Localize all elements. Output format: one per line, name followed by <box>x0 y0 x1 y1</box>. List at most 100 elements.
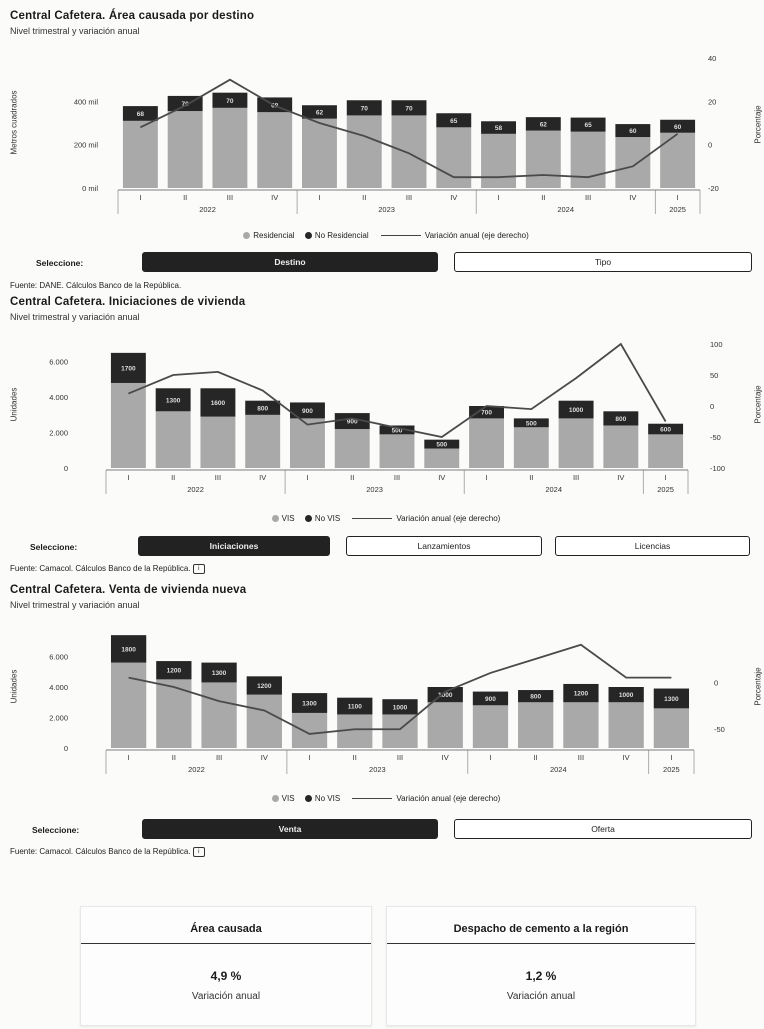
bar-vis <box>201 682 237 748</box>
selector-button-iniciaciones[interactable]: Iniciaciones <box>138 536 330 556</box>
selector-button-tipo[interactable]: Tipo <box>454 252 752 272</box>
bar-residencial <box>391 115 427 188</box>
legend-label-line: Variación anual (eje derecho) <box>396 794 501 803</box>
x-tick-label: II <box>171 473 175 482</box>
x-tick-label: III <box>397 753 403 762</box>
bar-vis <box>648 434 684 468</box>
legend-label-vis: VIS <box>281 514 295 523</box>
kpi-divider <box>387 943 695 944</box>
bar-vis <box>110 382 146 468</box>
bar-residencial <box>525 130 561 188</box>
y-tick-left: 6.000 <box>49 358 68 367</box>
kpi-title: Área causada <box>190 923 262 935</box>
selector-button-lanzamientos[interactable]: Lanzamientos <box>346 536 542 556</box>
bar-residencial <box>615 137 651 188</box>
bar-no-residencial <box>346 100 382 116</box>
bar-no-residencial <box>212 92 248 108</box>
bar-vis <box>379 434 415 468</box>
bar-data-label: 500 <box>436 442 447 449</box>
legend-label-no-residencial: No Residencial <box>314 231 369 240</box>
source-text: Fuente: Camacol. Cálculos Banco de la Re… <box>10 564 191 574</box>
x-tick-label: IV <box>259 473 266 482</box>
x-tick-label: I <box>489 753 491 762</box>
bar-no-residencial <box>660 119 696 133</box>
bar-data-label: 1200 <box>574 691 589 698</box>
bar-no-vis <box>608 687 644 703</box>
y-tick-right: -50 <box>714 725 725 734</box>
bar-vis <box>427 702 463 748</box>
bar-data-label: 1100 <box>348 704 362 711</box>
bar-no-vis <box>472 691 509 706</box>
chart-legend: VIS No VIS Variación anual (eje derecho) <box>0 794 764 803</box>
x-year-label: 2024 <box>550 765 567 774</box>
bar-vis <box>155 411 191 468</box>
x-tick-label: II <box>350 473 354 482</box>
bar-no-residencial <box>615 124 651 138</box>
x-tick-label: IV <box>623 753 630 762</box>
x-tick-label: II <box>541 193 545 202</box>
x-tick-label: I <box>665 473 667 482</box>
y-tick-left: 4.000 <box>49 393 68 402</box>
y-tick-right: -100 <box>710 464 725 473</box>
x-tick-label: I <box>139 193 141 202</box>
legend-swatch-no-residencial <box>304 232 312 240</box>
y-tick-left: 0 <box>64 744 68 753</box>
bar-data-label: 60 <box>629 128 637 135</box>
info-icon[interactable]: i <box>192 847 205 857</box>
bar-residencial <box>212 107 248 188</box>
x-tick-label: I <box>485 473 487 482</box>
legend-label-no-vis: No VIS <box>314 514 341 523</box>
selector-row: Seleccione: Destino Tipo <box>0 252 764 276</box>
bar-data-label: 1300 <box>212 670 227 677</box>
bar-data-label: 1000 <box>393 704 408 711</box>
x-tick-label: II <box>353 753 357 762</box>
legend-swatch-residencial <box>243 232 251 240</box>
y-tick-right: 50 <box>710 371 718 380</box>
bar-vis <box>334 429 370 468</box>
selector-button-licencias[interactable]: Licencias <box>555 536 750 556</box>
y-tick-left: 0 mil <box>82 184 98 193</box>
chart-subtitle: Nivel trimestral y variación anual <box>10 26 140 36</box>
bar-no-vis <box>653 688 690 709</box>
y-tick-right: 0 <box>714 678 718 687</box>
y-tick-right: 40 <box>708 54 716 63</box>
bar-data-label: 1600 <box>211 400 226 407</box>
bar-vis <box>608 702 644 748</box>
bar-no-vis <box>200 388 236 417</box>
bar-no-residencial <box>481 121 516 134</box>
y-tick-left: 4.000 <box>49 683 68 692</box>
bar-no-vis <box>290 402 325 419</box>
x-tick-label: III <box>227 193 233 202</box>
x-tick-label: III <box>585 193 591 202</box>
legend-label-vis: VIS <box>281 794 295 803</box>
selector-row: Seleccione: Iniciaciones Lanzamientos Li… <box>0 536 764 560</box>
bar-no-vis <box>334 413 370 430</box>
bar-data-label: 62 <box>540 121 548 128</box>
x-tick-label: II <box>362 193 366 202</box>
bar-vis <box>290 418 325 468</box>
selector-label: Seleccione: <box>30 542 78 552</box>
chart-legend: VIS No VIS Variación anual (eje derecho) <box>0 514 764 523</box>
y-tick-right: 0 <box>708 141 712 150</box>
bar-residencial <box>346 115 382 188</box>
x-year-label: 2025 <box>663 765 680 774</box>
bar-data-label: 1800 <box>121 646 136 653</box>
selector-button-destino[interactable]: Destino <box>142 252 438 272</box>
bar-no-residencial <box>436 113 472 128</box>
legend-swatch-no-vis <box>304 795 312 803</box>
bar-vis <box>200 416 236 468</box>
selector-button-venta[interactable]: Venta <box>142 819 438 839</box>
info-icon[interactable]: i <box>192 564 205 574</box>
kpi-divider <box>81 943 371 944</box>
bar-vis <box>245 414 281 468</box>
bar-vis <box>472 705 509 748</box>
y-tick-right: 100 <box>710 340 723 349</box>
bar-data-label: 70 <box>405 105 413 112</box>
x-tick-label: I <box>306 473 308 482</box>
selector-button-oferta[interactable]: Oferta <box>454 819 752 839</box>
bar-vis <box>563 702 599 748</box>
x-year-label: 2025 <box>657 485 674 494</box>
x-tick-label: I <box>308 753 310 762</box>
bar-data-label: 1000 <box>619 692 634 699</box>
x-tick-label: IV <box>617 473 624 482</box>
